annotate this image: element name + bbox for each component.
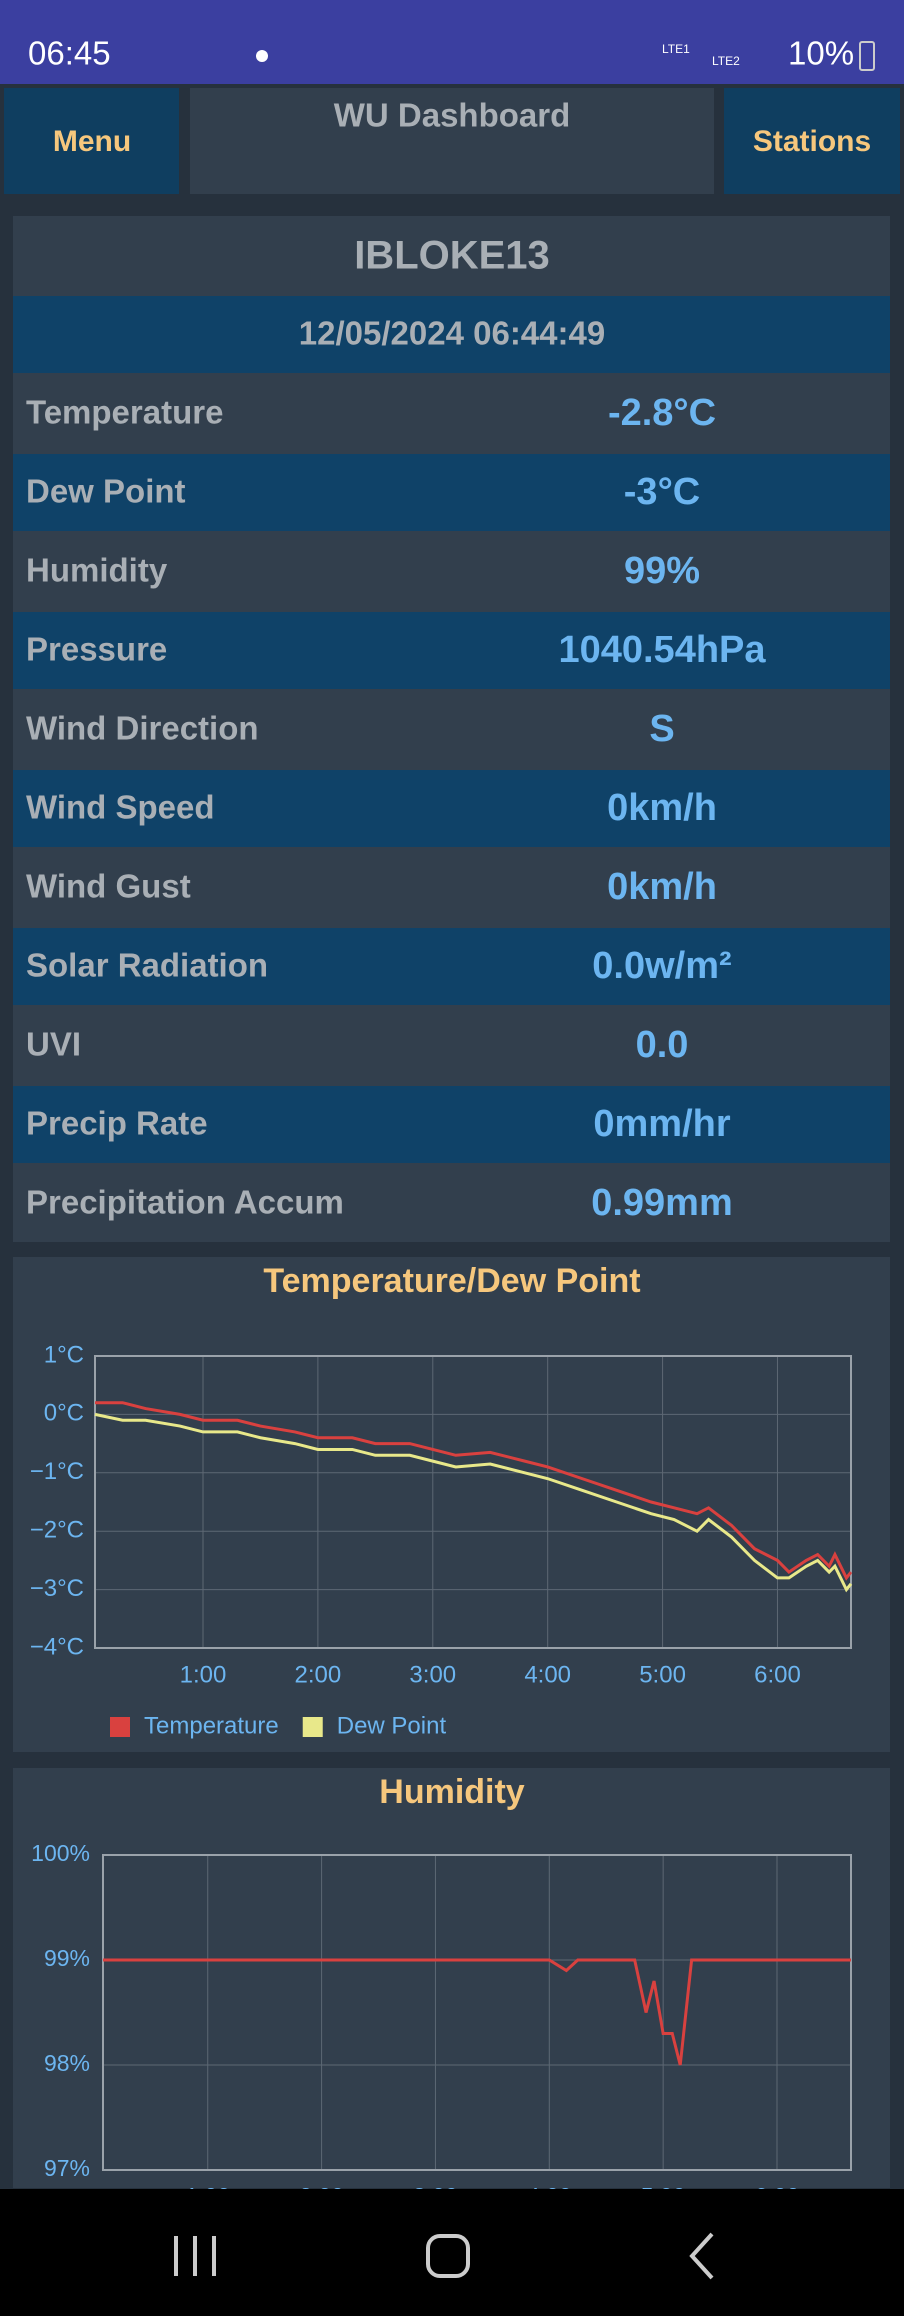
row-value: -3°C xyxy=(624,471,700,513)
station-id: IBLOKE13 xyxy=(354,234,550,278)
recent-apps-button[interactable] xyxy=(174,2236,216,2276)
row-label: Humidity xyxy=(26,552,168,589)
x-tick-label: 5:00 xyxy=(639,1661,686,1688)
row-background xyxy=(13,1086,890,1163)
station-panel xyxy=(13,216,890,1242)
data-line xyxy=(103,1958,851,2066)
battery-icon xyxy=(859,41,875,71)
row-label: Pressure xyxy=(26,631,167,668)
row-value: 0mm/hr xyxy=(593,1103,730,1145)
row-value: 0.99mm xyxy=(591,1182,733,1224)
timestamp: 12/05/2024 06:44:49 xyxy=(299,315,605,352)
chart-title: Temperature/Dew Point xyxy=(263,1262,640,1300)
y-tick-label: 99% xyxy=(44,1945,90,1971)
chart-title: Humidity xyxy=(379,1773,525,1811)
data-line xyxy=(95,1401,853,1581)
row-value: 0km/h xyxy=(607,866,717,908)
y-tick-label: 0°C xyxy=(44,1400,84,1427)
row-background xyxy=(13,612,890,689)
row-value: 0km/h xyxy=(607,787,717,829)
row-label: Dew Point xyxy=(26,473,186,510)
row-label: Temperature xyxy=(26,394,223,431)
row-background xyxy=(13,454,890,531)
app-title: WU Dashboard xyxy=(334,97,571,134)
stations-button[interactable] xyxy=(724,88,900,194)
battery-text: 10% xyxy=(788,35,854,72)
network-label: LTE2 xyxy=(712,54,740,68)
x-tick-label: 1:00 xyxy=(180,1661,227,1688)
plot-border xyxy=(94,1355,852,1649)
network-label: LTE1 xyxy=(662,42,690,56)
back-button[interactable] xyxy=(689,2232,714,2280)
legend-label: Temperature xyxy=(144,1712,279,1739)
row-label: Wind Direction xyxy=(26,710,259,747)
row-value: 99% xyxy=(624,550,700,592)
row-label: UVI xyxy=(26,1026,81,1063)
y-tick-label: −2°C xyxy=(30,1517,84,1544)
x-tick-label: 6:00 xyxy=(754,1661,801,1688)
status-time: 06:45 xyxy=(28,35,111,72)
title-box xyxy=(190,88,714,194)
plot-border xyxy=(102,1854,852,2171)
legend-swatch xyxy=(110,1717,130,1737)
legend-swatch xyxy=(302,1717,323,1737)
chart-panel xyxy=(13,1768,890,2188)
row-background xyxy=(13,770,890,847)
data-line xyxy=(94,1412,853,1593)
x-tick-label: 4:00 xyxy=(524,1661,571,1688)
row-label: Precipitation Accum xyxy=(26,1184,344,1221)
y-tick-label: −4°C xyxy=(30,1633,84,1660)
chart-panel xyxy=(13,1257,890,1752)
y-tick-label: 100% xyxy=(31,1840,90,1866)
y-tick-label: 1°C xyxy=(44,1341,84,1368)
row-label: Wind Gust xyxy=(26,868,191,905)
row-value: -2.8°C xyxy=(608,392,716,434)
nav-bar xyxy=(0,2189,904,2316)
y-tick-label: 97% xyxy=(44,2155,90,2181)
row-label: Precip Rate xyxy=(26,1105,208,1142)
legend-label: Dew Point xyxy=(337,1712,447,1739)
row-value: 1040.54hPa xyxy=(558,629,766,671)
menu-button[interactable] xyxy=(4,88,179,194)
menu-label[interactable]: Menu xyxy=(53,125,131,158)
row-label: Wind Speed xyxy=(26,789,215,826)
notification-dot xyxy=(256,50,268,62)
stations-label[interactable]: Stations xyxy=(753,125,871,158)
row-value: 0.0w/m² xyxy=(592,945,731,987)
row-value: 0.0 xyxy=(636,1024,689,1066)
row-label: Solar Radiation xyxy=(26,947,268,984)
timestamp-row xyxy=(13,296,890,373)
row-value: S xyxy=(649,708,674,750)
y-tick-label: −1°C xyxy=(30,1458,84,1485)
y-tick-label: −3°C xyxy=(30,1575,84,1602)
home-button[interactable] xyxy=(426,2234,470,2278)
row-background xyxy=(13,928,890,1005)
x-tick-label: 3:00 xyxy=(409,1661,456,1688)
x-tick-label: 2:00 xyxy=(295,1661,342,1688)
status-bar xyxy=(0,0,904,84)
y-tick-label: 98% xyxy=(44,2050,90,2076)
